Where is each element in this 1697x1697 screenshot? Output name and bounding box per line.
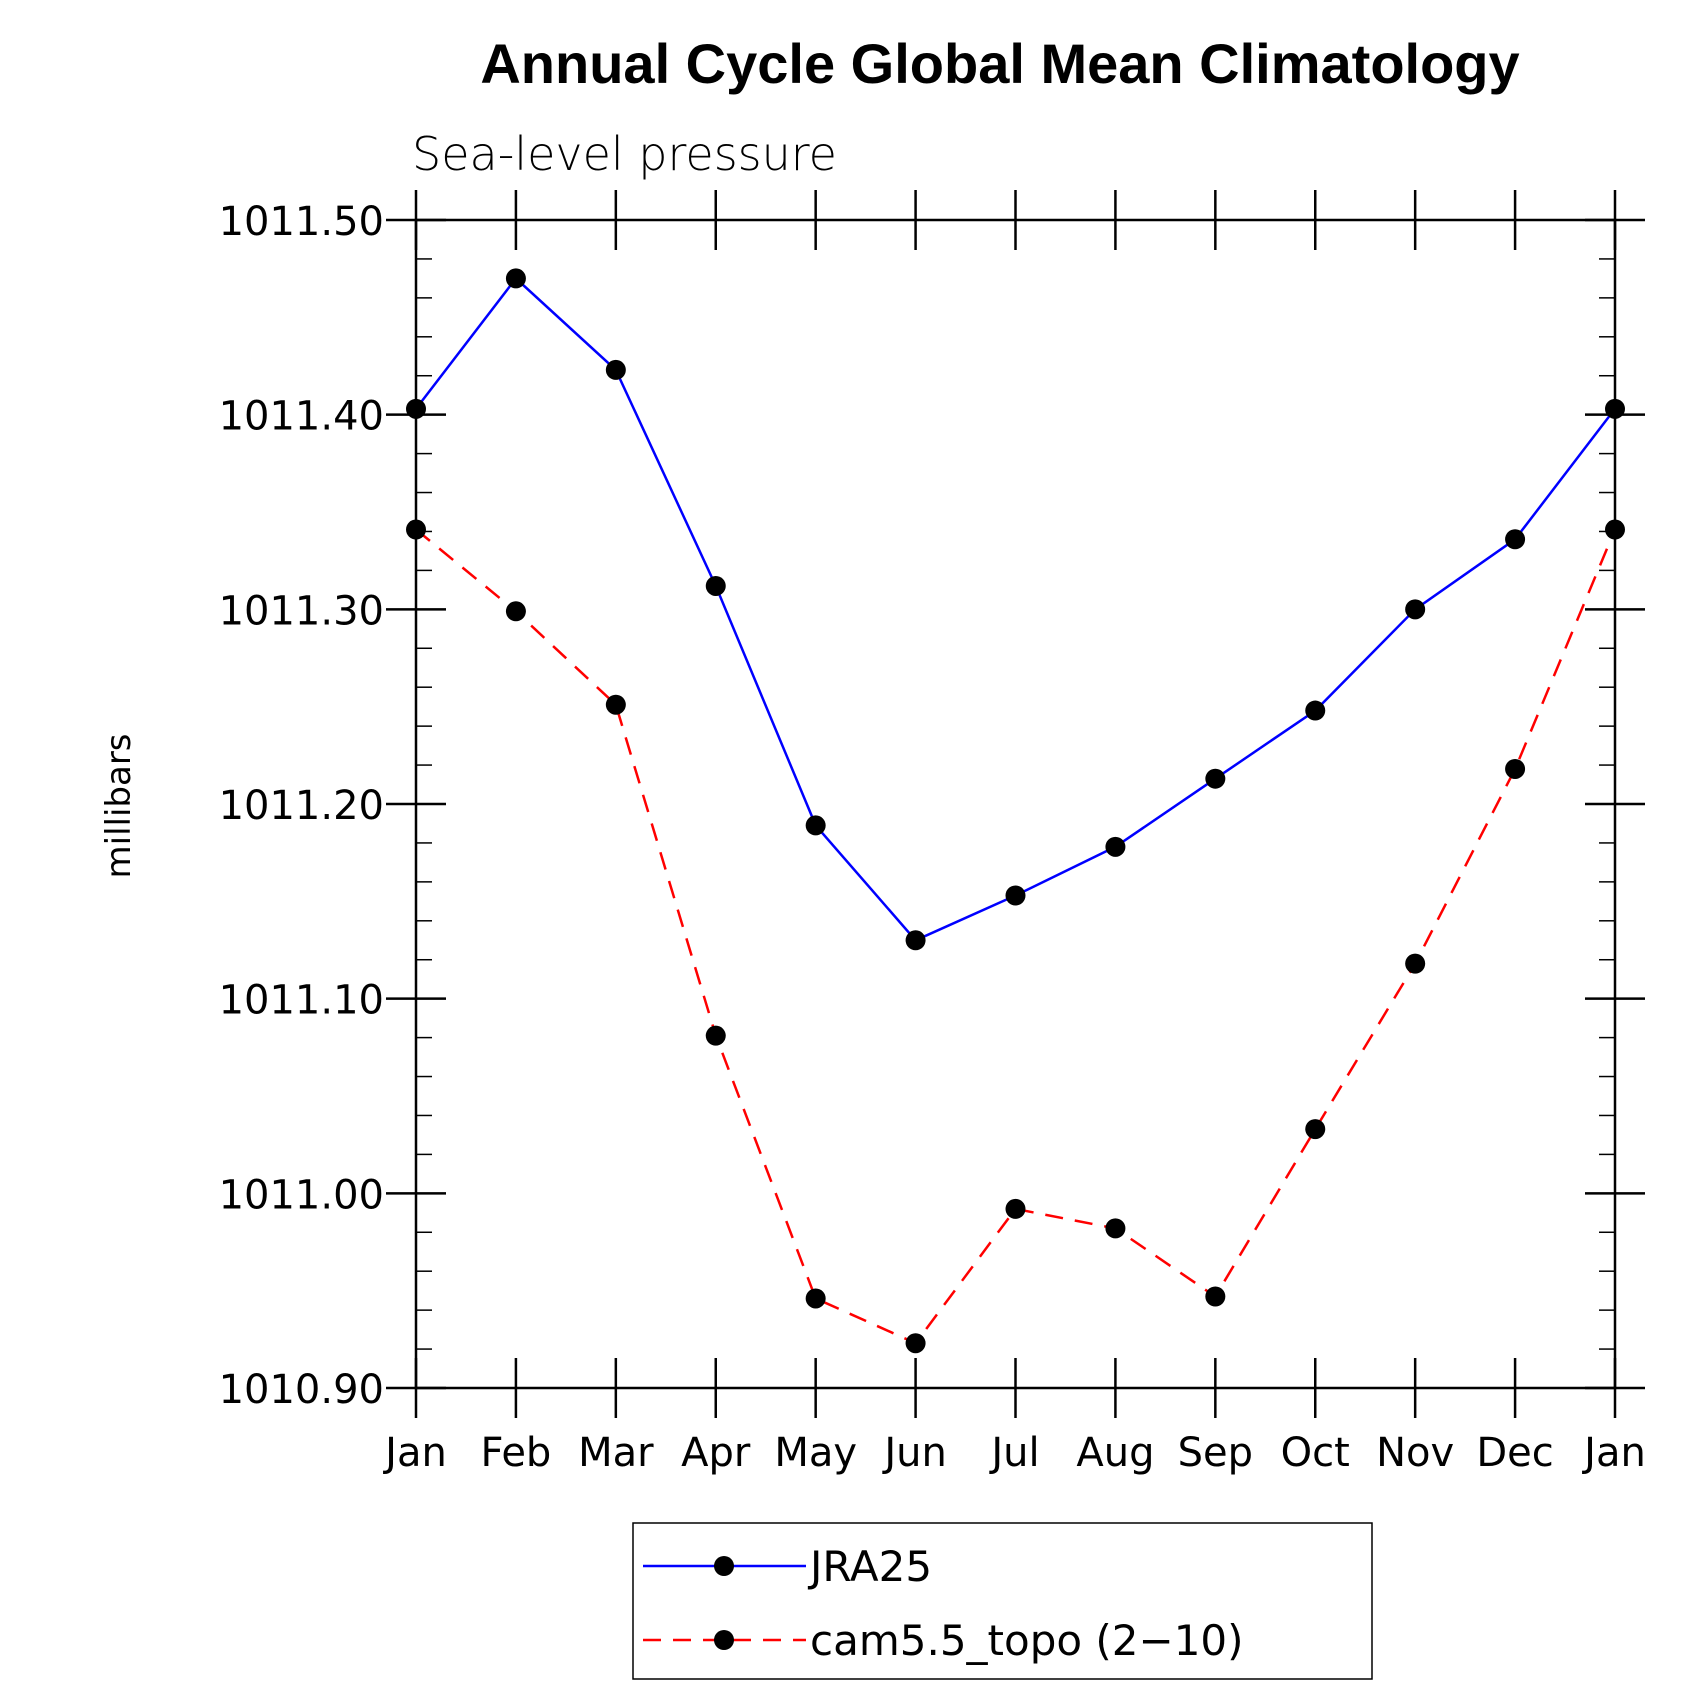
x-tick-label: Jan	[1581, 1430, 1646, 1476]
data-point-cam5	[1505, 758, 1526, 779]
x-tick-label: Apr	[681, 1430, 751, 1476]
legend-marker-jra25	[714, 1556, 734, 1576]
data-point-cam5	[1405, 953, 1426, 974]
x-tick-label: Feb	[481, 1430, 552, 1476]
y-tick-label: 1011.30	[219, 588, 384, 634]
legend-label-cam5: cam5.5_topo (2−10)	[810, 1616, 1244, 1665]
y-tick-label: 1011.50	[219, 199, 384, 245]
data-point-jra25	[1005, 885, 1026, 906]
legend-label-jra25: JRA25	[807, 1542, 932, 1591]
data-point-jra25	[1205, 768, 1226, 789]
x-tick-label: Jul	[988, 1430, 1039, 1476]
data-point-cam5	[1205, 1286, 1226, 1307]
x-tick-label: Jun	[881, 1430, 947, 1476]
data-point-cam5	[505, 601, 526, 622]
data-point-jra25	[1405, 599, 1426, 620]
series-line-jra25	[415, 276, 1616, 942]
legend-marker-cam5	[714, 1630, 734, 1650]
series-lines	[415, 276, 1617, 1345]
x-tick-label: Mar	[578, 1430, 654, 1476]
y-tick-label: 1011.40	[219, 394, 384, 440]
y-tick-label: 1011.10	[219, 978, 384, 1024]
data-point-jra25	[505, 268, 526, 289]
x-tick-label: Oct	[1281, 1430, 1350, 1476]
data-point-cam5	[1105, 1218, 1126, 1239]
data-point-cam5	[1305, 1119, 1326, 1140]
x-tick-label: Nov	[1376, 1430, 1454, 1476]
legend: JRA25 cam5.5_topo (2−10)	[632, 1522, 1373, 1680]
plot-area-frame	[414, 218, 1617, 1390]
y-tick-label: 1011.00	[219, 1172, 384, 1218]
y-tick-label: 1011.20	[219, 783, 384, 829]
data-point-cam5	[1005, 1198, 1026, 1219]
x-tick-label: Aug	[1076, 1430, 1154, 1476]
data-point-cam5	[605, 694, 626, 715]
data-point-cam5	[905, 1333, 926, 1354]
chart-title: Annual Cycle Global Mean Climatology	[480, 32, 1519, 95]
chart-subtitle: Sea-level pressure	[412, 127, 837, 181]
x-tick-label: Sep	[1178, 1430, 1253, 1476]
data-point-cam5	[805, 1288, 826, 1309]
data-point-jra25	[1305, 700, 1326, 721]
legend-box	[632, 1522, 1373, 1680]
data-point-jra25	[705, 575, 726, 596]
data-point-cam5	[705, 1025, 726, 1046]
data-point-jra25	[1505, 529, 1526, 550]
data-point-jra25	[605, 359, 626, 380]
axis-ticks	[386, 190, 1645, 1418]
x-tick-label: Dec	[1476, 1430, 1553, 1476]
data-point-jra25	[805, 815, 826, 836]
x-tick-label: May	[774, 1430, 857, 1476]
tick-labels: 1011.50 1011.40 1011.30 1011.20 1011.10 1011.…	[219, 199, 1646, 1476]
y-tick-label: 1010.90	[219, 1367, 384, 1413]
series-points	[406, 268, 1625, 1354]
series-line-cam5	[415, 528, 1617, 1345]
y-axis-label: millibars	[99, 733, 139, 878]
data-point-jra25	[1105, 836, 1126, 857]
data-point-jra25	[905, 930, 926, 951]
x-tick-label: Jan	[382, 1430, 447, 1476]
